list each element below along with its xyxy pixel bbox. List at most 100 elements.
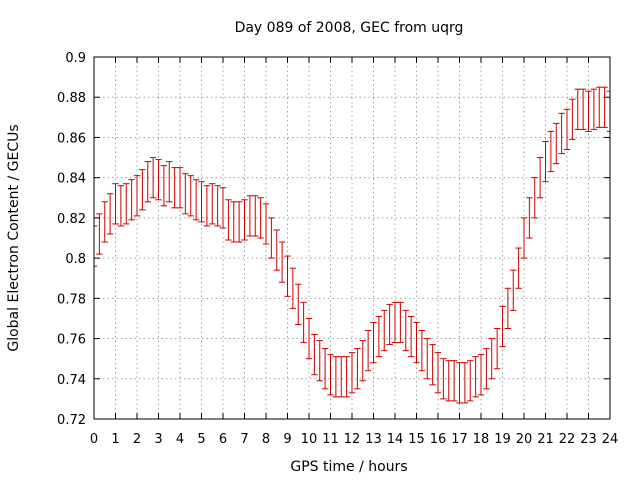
error-bar-point [386, 303, 393, 346]
x-tick-label: 9 [283, 432, 291, 447]
error-bar-point [531, 177, 538, 219]
y-tick-label: 0.84 [57, 172, 86, 187]
error-bar-point [311, 334, 318, 376]
error-bar-point [230, 201, 237, 243]
error-bar-point [461, 362, 469, 404]
error-bar-point [381, 309, 388, 352]
error-bar-point [585, 90, 592, 132]
error-bar-point [123, 183, 130, 225]
x-tick-label: 10 [301, 432, 318, 447]
error-bar-point [262, 203, 270, 245]
y-tick-label: 0.78 [57, 292, 86, 307]
x-tick-label: 11 [322, 432, 339, 447]
x-tick-label: 13 [365, 432, 382, 447]
y-tick-label: 0.88 [57, 91, 86, 106]
error-bar-point [203, 185, 211, 227]
y-tick-label: 0.74 [57, 373, 86, 388]
x-tick-label: 7 [240, 432, 248, 447]
error-bar-point [488, 338, 495, 380]
error-bar-point [117, 185, 125, 227]
x-tick-label: 6 [219, 432, 227, 447]
x-tick-label: 19 [494, 432, 511, 447]
error-bar-point [569, 98, 576, 140]
error-bars-layer [93, 86, 611, 404]
error-bar-point [327, 354, 334, 396]
error-bar-point [289, 267, 297, 309]
error-bar-point [241, 199, 248, 241]
error-bar-point [418, 330, 426, 372]
chart-title: Day 089 of 2008, GEC from uqrg [235, 20, 464, 36]
error-bar-point [149, 157, 157, 199]
error-bar-point [144, 161, 151, 203]
error-bar-point [574, 88, 581, 130]
x-tick-label: 12 [344, 432, 361, 447]
error-bar-point [160, 165, 168, 207]
error-bar-point [526, 197, 533, 239]
x-tick-label: 23 [580, 432, 597, 447]
ticks-layer: 0 1 2 3 4 5 6 7 8 9 10 11 12 13 14 15 16 17 18 19 20 21 22 23 24… [57, 51, 618, 447]
error-bar-point [354, 348, 361, 390]
error-bar-point [209, 183, 216, 225]
error-bar-point [477, 354, 485, 396]
grid-layer [94, 57, 610, 419]
error-bar-point [429, 344, 436, 386]
x-tick-label: 17 [451, 432, 468, 447]
error-bar-point [155, 159, 162, 201]
x-tick-label: 21 [537, 432, 554, 447]
x-tick-label: 18 [473, 432, 490, 447]
error-bar-point [520, 217, 528, 259]
error-bar-point [504, 287, 512, 329]
x-tick-label: 1 [111, 432, 119, 447]
error-bar-point [391, 301, 399, 344]
x-tick-label: 4 [176, 432, 184, 447]
x-tick-label: 3 [154, 432, 162, 447]
error-bar-point [402, 309, 409, 352]
error-bar-point [278, 241, 286, 283]
error-bar-point [536, 157, 544, 199]
error-bar-point [268, 217, 275, 259]
error-bar-point [424, 338, 431, 380]
error-bar-point [321, 348, 329, 390]
y-tick-label: 0.72 [57, 413, 86, 428]
x-tick-label: 20 [516, 432, 533, 447]
error-bar-point [515, 247, 522, 289]
error-bar-point [214, 185, 221, 227]
x-tick-label: 24 [602, 432, 619, 447]
error-bar-point [364, 330, 372, 372]
x-tick-label: 8 [262, 432, 270, 447]
error-bar-point [252, 195, 259, 237]
error-bar-point [359, 340, 366, 382]
error-bar-point [101, 201, 108, 243]
error-bar-point [171, 167, 178, 209]
error-bar-point [332, 356, 340, 398]
error-bar-point [295, 283, 302, 325]
error-bar-point [133, 175, 141, 217]
error-bar-point [450, 360, 458, 402]
error-bar-point [182, 173, 189, 215]
error-bar-point [483, 348, 490, 390]
error-bar-point [305, 317, 313, 360]
error-bar-point [413, 321, 420, 364]
error-bar-point [348, 352, 356, 394]
error-bar-point [176, 167, 184, 209]
x-tick-label: 16 [430, 432, 447, 447]
x-axis-title: GPS time / hours [290, 459, 407, 475]
y-tick-label: 0.9 [65, 51, 86, 66]
y-tick-label: 0.76 [57, 333, 86, 348]
error-bar-point [235, 201, 243, 243]
error-bar-point [273, 229, 280, 271]
error-bar-point [407, 315, 415, 358]
error-bar-point [590, 88, 598, 130]
error-bar-point [601, 86, 608, 128]
error-bar-point [499, 305, 506, 348]
error-bar-point [225, 199, 232, 241]
error-bar-point [300, 301, 307, 344]
error-bar-point [434, 352, 442, 394]
error-bar-point [257, 197, 264, 239]
x-tick-label: 2 [133, 432, 141, 447]
error-bar-point [219, 187, 227, 229]
x-tick-label: 0 [90, 432, 98, 447]
error-bar-point [128, 179, 135, 221]
y-tick-label: 0.8 [65, 252, 86, 267]
